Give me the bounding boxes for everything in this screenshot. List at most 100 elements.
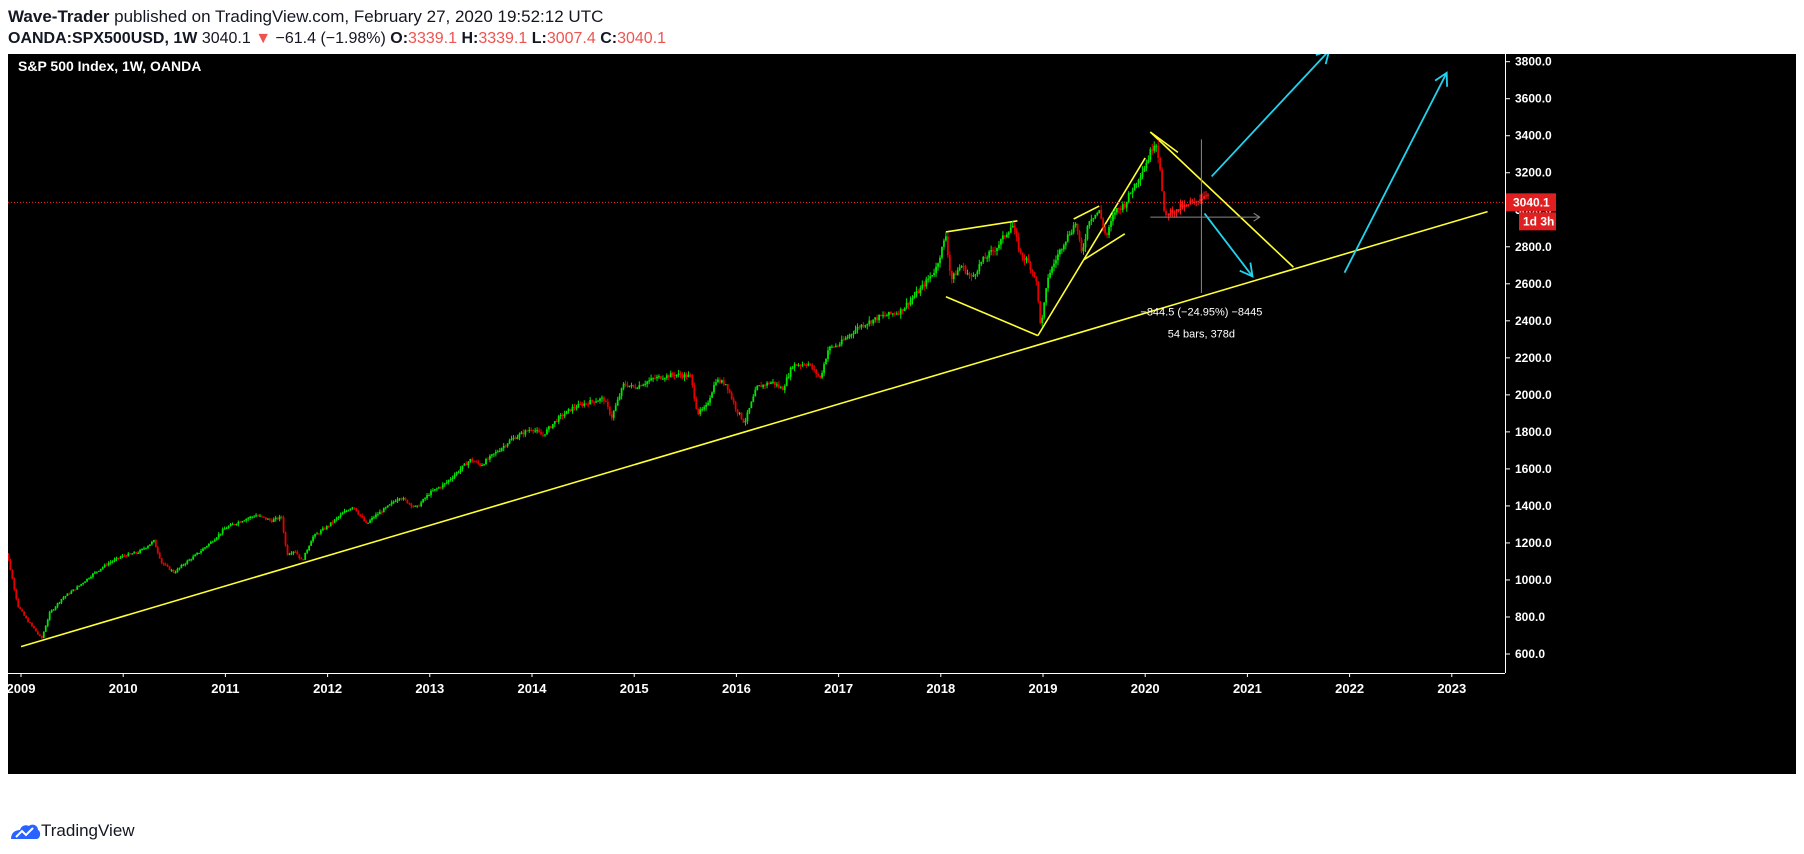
candle-body: [956, 270, 959, 276]
candle-body: [1112, 214, 1114, 222]
candle-body: [241, 521, 244, 523]
down-triangle-icon: ▼: [255, 30, 272, 47]
candle-body: [654, 378, 656, 380]
candle-body: [595, 401, 597, 403]
candle-body: [233, 524, 236, 526]
candle-body: [715, 382, 717, 385]
candle-body: [64, 595, 67, 598]
candle-body: [1033, 271, 1036, 278]
symbol-label[interactable]: OANDA:SPX500USD, 1W: [8, 30, 198, 47]
author-name[interactable]: Wave-Trader: [8, 7, 110, 26]
candle-body: [52, 609, 55, 611]
candle-body: [298, 554, 301, 559]
candle-body: [984, 257, 987, 259]
candle-body: [618, 396, 621, 400]
trend-line[interactable]: [945, 220, 1018, 233]
forecast-arrow-line[interactable]: [1343, 72, 1448, 274]
candle-body: [239, 521, 242, 523]
forecast-arrow-line[interactable]: [1210, 54, 1330, 178]
trend-line[interactable]: [1149, 131, 1179, 154]
candle-body: [793, 364, 796, 368]
candle-body: [1035, 277, 1038, 282]
candle-body: [770, 382, 772, 384]
candle-body: [1057, 254, 1059, 261]
x-tick-label: 2016: [722, 681, 751, 696]
candle-body: [247, 518, 250, 520]
forecast-arrow-head[interactable]: [1434, 71, 1448, 87]
candle-body: [644, 383, 647, 385]
candle-body: [557, 416, 560, 422]
trend-line[interactable]: [1149, 131, 1294, 268]
candle-body: [333, 519, 336, 523]
candle-body: [390, 502, 393, 505]
candle-body: [730, 392, 733, 399]
candle-body: [555, 421, 558, 423]
candle-body: [553, 421, 556, 425]
candle-body: [717, 379, 719, 383]
candle-body: [430, 490, 432, 496]
forecast-arrow-line[interactable]: [1203, 212, 1254, 277]
candle-body: [799, 365, 802, 367]
tradingview-brand[interactable]: TradingView: [41, 821, 135, 840]
y-tick-label: 600.0: [1515, 647, 1545, 661]
candle-body: [150, 541, 153, 545]
low-value: 3007.4: [546, 30, 596, 47]
candle-body: [683, 374, 686, 378]
candle-body: [697, 408, 700, 415]
candle-body: [1023, 257, 1026, 261]
chart-area[interactable]: −844.5 (−24.95%) −8445 54 bars, 378d S&P …: [7, 54, 1796, 774]
candle-body: [614, 405, 617, 411]
candle-body: [559, 414, 562, 417]
candle-body: [475, 461, 478, 463]
candle-body: [92, 573, 94, 577]
forecast-arrow-head[interactable]: [1239, 262, 1254, 278]
trend-line[interactable]: [1083, 233, 1126, 261]
candle-body: [243, 520, 246, 522]
candle-body: [46, 619, 49, 627]
price-chart[interactable]: −844.5 (−24.95%) −8445 54 bars, 378d S&P …: [7, 54, 1796, 774]
candle-body: [498, 450, 501, 452]
countdown-badge: [1519, 212, 1556, 231]
tradingview-logo-icon[interactable]: [8, 822, 42, 842]
candle-body: [1013, 225, 1016, 231]
candle-body: [375, 514, 377, 518]
candle-body: [27, 618, 29, 623]
candle-body: [263, 516, 265, 518]
candle-body: [901, 309, 904, 311]
candle-body: [158, 552, 161, 559]
trend-line[interactable]: [945, 296, 1039, 337]
candle-body: [355, 508, 358, 512]
trend-lines: [20, 131, 1488, 648]
candle-body: [78, 585, 81, 587]
candle-body: [516, 437, 519, 440]
candle-body: [489, 455, 491, 460]
candle-body: [831, 346, 833, 348]
candle-body: [671, 373, 674, 376]
candle-body: [579, 404, 582, 406]
candle-body: [349, 508, 352, 511]
trend-line[interactable]: [20, 210, 1488, 648]
candle-body: [821, 373, 823, 378]
trend-line[interactable]: [1073, 205, 1100, 220]
candle-body: [998, 244, 1000, 249]
candle-body: [565, 410, 568, 415]
publish-info: Wave-Trader published on TradingView.com…: [8, 7, 603, 27]
candle-body: [913, 295, 916, 298]
trend-line[interactable]: [1037, 157, 1146, 337]
candle-body: [1086, 226, 1089, 239]
candle-body: [1159, 157, 1162, 170]
x-tick-label: 2023: [1437, 681, 1466, 696]
candle-body: [866, 324, 869, 326]
candle-body: [1143, 168, 1146, 172]
candle-body: [832, 346, 835, 348]
candle-body: [483, 464, 485, 466]
forecast-arrow-head[interactable]: [1315, 54, 1330, 65]
candle-body: [1060, 249, 1063, 251]
candle-body: [518, 434, 521, 438]
candle-body: [604, 401, 607, 403]
candle-body: [571, 406, 574, 412]
candle-body: [404, 498, 407, 500]
candle-body: [1045, 288, 1048, 303]
candle-body: [166, 565, 169, 567]
candle-body: [361, 515, 364, 518]
